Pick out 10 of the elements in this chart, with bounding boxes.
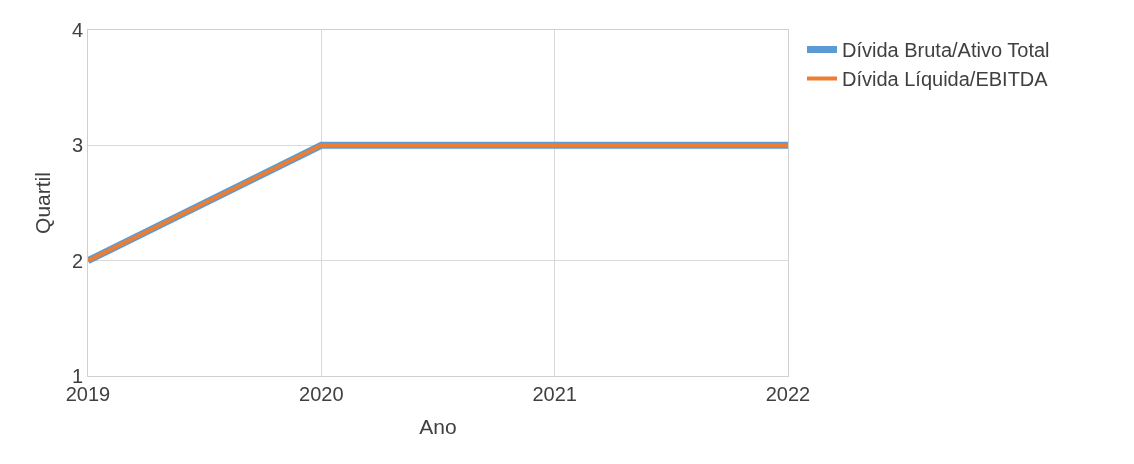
y-axis-title: Quartil (31, 172, 55, 234)
x-tick-label: 2022 (765, 383, 811, 405)
y-tick-label: 2 (71, 249, 83, 272)
y-tick-label: 3 (71, 134, 83, 157)
x-axis-title: Ano (419, 415, 457, 439)
legend-label: Dívida Bruta/Ativo Total (842, 39, 1050, 62)
legend-label: Dívida Líquida/EBITDA (842, 68, 1049, 91)
x-tick-label: 2021 (532, 383, 577, 405)
y-tick-label: 4 (71, 19, 83, 41)
x-tick-label: 2020 (299, 383, 344, 405)
